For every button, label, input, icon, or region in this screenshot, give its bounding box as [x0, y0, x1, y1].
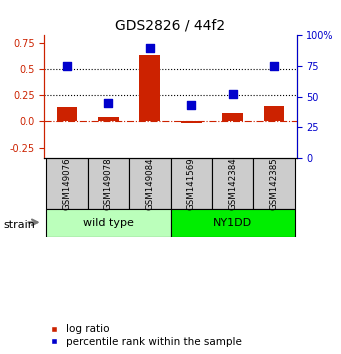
Bar	[129, 158, 170, 210]
Bar	[88, 158, 129, 210]
Point	[230, 91, 235, 97]
Bar	[264, 105, 284, 121]
Bar	[46, 210, 170, 237]
Text: GSM141569: GSM141569	[187, 158, 196, 210]
Text: wild type: wild type	[83, 218, 134, 228]
Text: GSM142384: GSM142384	[228, 158, 237, 210]
Text: GSM149078: GSM149078	[104, 158, 113, 210]
Text: GSM142385: GSM142385	[269, 158, 278, 210]
Point	[271, 63, 277, 69]
Point	[189, 102, 194, 108]
Text: strain: strain	[3, 220, 35, 230]
Point	[106, 100, 111, 106]
Bar	[139, 55, 160, 121]
Text: NY1DD: NY1DD	[213, 218, 252, 228]
Point	[64, 63, 70, 69]
Bar	[181, 121, 202, 124]
Bar	[170, 210, 295, 237]
Text: GSM149076: GSM149076	[63, 158, 72, 210]
Bar	[212, 158, 253, 210]
Title: GDS2826 / 44f2: GDS2826 / 44f2	[116, 19, 225, 33]
Text: GSM149084: GSM149084	[145, 158, 154, 210]
Bar	[222, 113, 243, 121]
Bar	[46, 158, 88, 210]
Legend: log ratio, percentile rank within the sample: log ratio, percentile rank within the sa…	[49, 324, 242, 347]
Point	[147, 45, 152, 51]
Bar	[98, 117, 119, 121]
Bar	[57, 107, 77, 121]
Bar	[170, 158, 212, 210]
Bar	[253, 158, 295, 210]
